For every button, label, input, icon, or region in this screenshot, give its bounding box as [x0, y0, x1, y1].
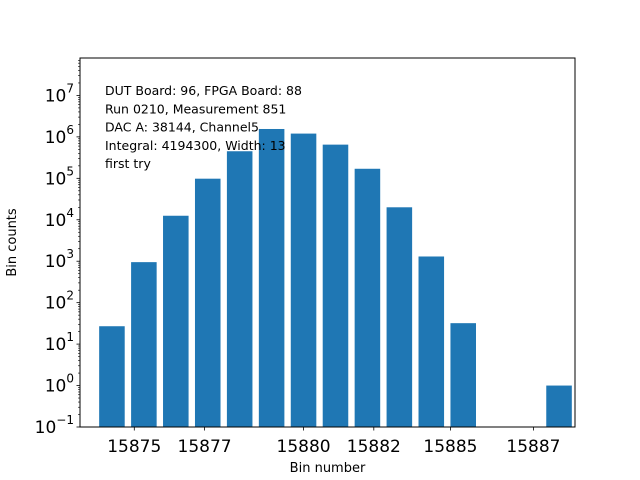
x-axis: 15875 15877 15880 15882 15885 15887 [107, 427, 561, 457]
x-tick-label: 15882 [347, 437, 401, 457]
bar [290, 133, 317, 427]
y-tick-label: 107 [45, 81, 74, 106]
bar [99, 326, 125, 427]
bar [163, 215, 189, 427]
bar [450, 323, 476, 427]
annotation-line: Run 0210, Measurement 851 [105, 101, 286, 116]
plot-frame [79, 57, 576, 428]
x-tick-label: 15877 [178, 437, 232, 457]
bar [386, 207, 413, 427]
annotation-line: DUT Board: 96, FPGA Board: 88 [105, 83, 302, 98]
bar [418, 256, 445, 427]
y-tick-label: 100 [45, 372, 74, 397]
x-axis-label: Bin number [290, 461, 366, 476]
x-tick-label: 15885 [423, 437, 477, 457]
y-axis: 10−1 100 101 102 103 104 105 106 107 [35, 60, 80, 438]
x-tick-label: 15875 [107, 437, 161, 457]
y-tick-label: 102 [45, 289, 74, 314]
bar [226, 151, 253, 427]
annotation-line: first try [105, 156, 151, 171]
bar [546, 385, 572, 427]
y-tick-label: 105 [45, 164, 74, 189]
y-tick-label: 10−1 [35, 413, 74, 438]
x-tick-label: 15880 [277, 437, 331, 457]
y-tick-label: 103 [45, 247, 74, 272]
bar [258, 128, 285, 428]
annotation-line: Integral: 4194300, Width: 13 [105, 138, 286, 153]
bar [194, 178, 221, 427]
y-axis-label: Bin counts [5, 208, 20, 277]
bar [131, 262, 157, 427]
bar [322, 144, 349, 427]
annotation-line: DAC A: 38144, Channel5 [105, 120, 259, 135]
bar [354, 168, 381, 427]
y-tick-label: 106 [45, 123, 74, 148]
y-tick-label: 104 [45, 206, 74, 231]
annotation-box: DUT Board: 96, FPGA Board: 88 Run 0210, M… [105, 83, 302, 171]
y-tick-label: 101 [45, 330, 74, 355]
bars-group [99, 128, 572, 428]
x-tick-label: 15887 [506, 437, 560, 457]
